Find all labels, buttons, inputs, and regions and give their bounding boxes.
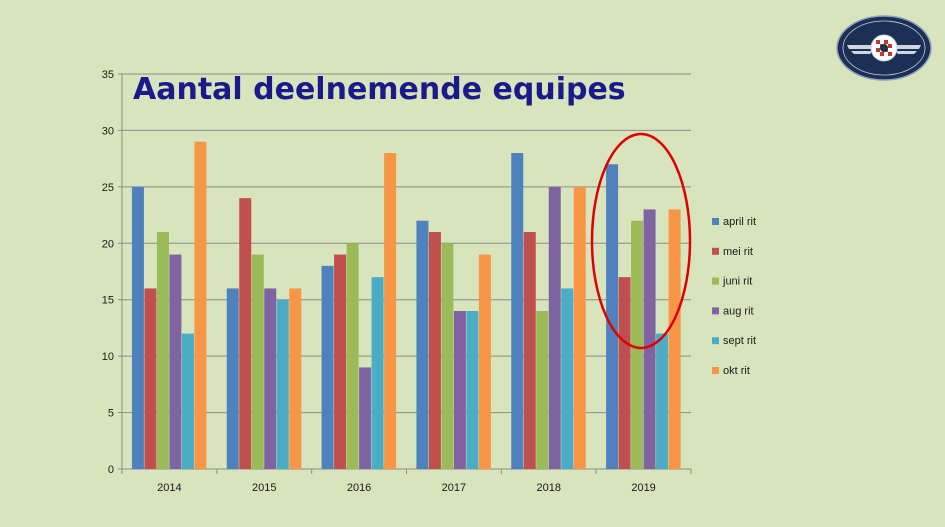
bar-2015-aug-rit [264, 288, 277, 469]
legend-label: april rit [723, 216, 756, 228]
bar-2014-mei-rit [144, 288, 157, 469]
bar-2016-juni-rit [346, 243, 359, 469]
y-tick-labels: 0 5 10 15 20 25 30 35 [102, 69, 114, 476]
x-tick-label: 2019 [631, 482, 655, 494]
club-logo [835, 15, 933, 86]
bar-2017-okt-rit [478, 254, 491, 469]
bar-2015-juni-rit [251, 254, 264, 469]
y-tick-label: 5 [108, 408, 114, 420]
bar-2018-sept-rit [561, 288, 574, 469]
bars [131, 141, 681, 470]
bar-2019-aug-rit [643, 209, 656, 469]
bar-2019-mei-rit [618, 277, 631, 469]
bar-2015-mei-rit [239, 198, 252, 469]
x-tick-label: 2017 [442, 482, 466, 494]
bar-2016-sept-rit [371, 277, 384, 469]
bar-2014-juni-rit [156, 232, 169, 469]
bar-2019-juni-rit [631, 220, 644, 469]
y-tick-label: 30 [102, 125, 114, 137]
bar-2017-april-rit [416, 220, 429, 469]
y-tick-label: 35 [102, 69, 114, 81]
bar-2018-aug-rit [548, 186, 561, 469]
legend-label: sept rit [723, 335, 756, 347]
bar-2016-mei-rit [334, 254, 347, 469]
y-tick-label: 25 [102, 182, 114, 194]
x-tick-label: 2016 [347, 482, 371, 494]
highlight-ellipse-2019 [590, 132, 692, 350]
legend-label: aug rit [723, 305, 754, 317]
legend-swatch [712, 367, 719, 374]
x-tick-label: 2018 [537, 482, 561, 494]
y-tick-label: 0 [108, 464, 114, 476]
legend-label: mei rit [723, 246, 753, 258]
legend: april rit mei rit juni rit aug rit sept rit o… [712, 216, 756, 377]
y-tick-label: 20 [102, 238, 114, 250]
y-tick-label: 10 [102, 351, 114, 363]
bar-2014-aug-rit [169, 254, 182, 469]
bar-2018-juni-rit [536, 311, 549, 469]
bar-2016-okt-rit [384, 153, 397, 469]
legend-swatch [712, 337, 719, 345]
legend-swatch [712, 277, 719, 285]
legend-swatch [712, 218, 719, 225]
bar-2016-aug-rit [359, 367, 372, 469]
x-tick-label: 2015 [252, 482, 276, 494]
bar-2019-okt-rit [668, 209, 681, 469]
bar-2015-sept-rit [276, 299, 289, 469]
legend-swatch [712, 247, 719, 255]
bar-2017-mei-rit [428, 232, 441, 469]
x-tick-labels: 2014 2015 2016 2017 2018 2019 [157, 482, 656, 494]
bar-2017-aug-rit [453, 311, 466, 469]
legend-label: okt rit [723, 365, 750, 377]
bar-2014-sept-rit [181, 333, 194, 469]
x-tick-label: 2014 [157, 482, 181, 494]
legend-label: juni rit [722, 276, 752, 288]
bar-2019-sept-rit [656, 333, 669, 469]
bar-2018-april-rit [511, 153, 524, 469]
y-tick-label: 15 [102, 295, 114, 307]
bar-2014-okt-rit [194, 141, 207, 469]
bar-2015-april-rit [226, 288, 239, 469]
bar-2017-sept-rit [466, 311, 479, 469]
bar-2017-juni-rit [441, 243, 454, 469]
chart-title: Aantal deelnemende equipes [133, 72, 626, 107]
bar-2016-april-rit [321, 265, 334, 469]
bar-2019-april-rit [606, 164, 619, 470]
bar-2015-okt-rit [289, 288, 302, 469]
axes [118, 73, 692, 474]
bar-2018-mei-rit [523, 232, 536, 469]
legend-swatch [712, 307, 719, 315]
bar-2014-april-rit [131, 186, 144, 469]
gridlines [122, 73, 691, 470]
bar-2018-okt-rit [573, 186, 586, 469]
